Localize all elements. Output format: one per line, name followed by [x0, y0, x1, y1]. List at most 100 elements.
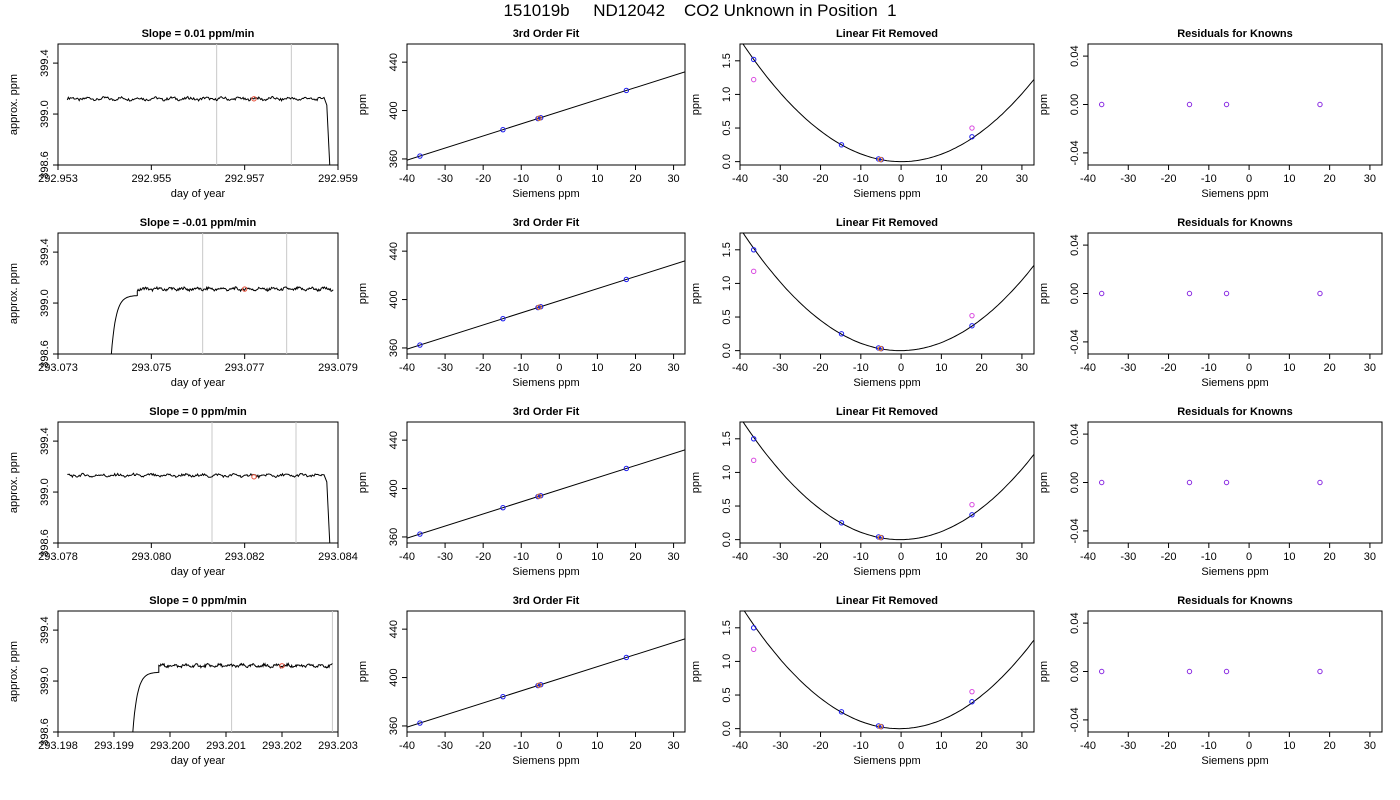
- y-axis-label: ppm: [357, 472, 369, 493]
- y-tick-label: 1.5: [721, 431, 733, 446]
- y-tick-label: 0.0: [721, 343, 733, 358]
- x-tick-label: -30: [1120, 362, 1136, 374]
- x-tick-label: 293.080: [131, 551, 171, 563]
- y-tick-label: 0.5: [721, 687, 733, 702]
- y-axis-label: approx. ppm: [8, 263, 20, 324]
- x-axis-label: Siemens ppm: [1201, 377, 1268, 389]
- concentration-trace: [110, 285, 334, 354]
- x-tick-label: 30: [1016, 551, 1028, 563]
- x-tick-label: -40: [399, 551, 415, 563]
- y-axis-label: ppm: [357, 94, 369, 115]
- standard-point: [750, 247, 757, 253]
- y-tick-label: 0.0: [721, 532, 733, 547]
- chart-panel-r4-c3: Linear Fit Removed -40 -30 -20 -10 0 10 20 30 0.0…: [690, 595, 1035, 767]
- chart-title: Residuals for Knowns: [1177, 406, 1293, 418]
- y-tick-label: 1.5: [721, 242, 733, 257]
- plot-frame: [406, 43, 686, 166]
- y-tick-label: 399.4: [39, 616, 51, 644]
- plot-area: [1098, 101, 1323, 108]
- x-tick-label: -20: [475, 362, 491, 374]
- plot-area: [742, 44, 1034, 163]
- plot-area: [742, 422, 1034, 541]
- x-tick-label: 10: [935, 173, 947, 185]
- residual-point: [1317, 290, 1323, 297]
- x-tick-label: -30: [1120, 551, 1136, 563]
- x-tick-label: 293.200: [150, 740, 190, 752]
- x-tick-label: -10: [1201, 740, 1217, 752]
- chart-title: Linear Fit Removed: [836, 595, 938, 607]
- x-tick-label: 10: [935, 740, 947, 752]
- unknown-point: [877, 156, 884, 163]
- y-tick-label: 399.4: [39, 49, 51, 77]
- y-axis-label: ppm: [690, 94, 702, 115]
- plot-area: [742, 233, 1034, 352]
- x-tick-label: 293.082: [225, 551, 265, 563]
- fit-line: [407, 260, 685, 350]
- known-point: [969, 125, 975, 131]
- residual-point: [1223, 479, 1230, 486]
- y-tick-label: 0.04: [1069, 45, 1081, 66]
- x-tick-label: 0: [556, 551, 562, 563]
- x-tick-label: -10: [853, 740, 869, 752]
- y-tick-label: 399.0: [39, 289, 51, 317]
- residual-point: [1098, 290, 1105, 297]
- x-axis-label: day of year: [171, 377, 226, 389]
- plot-frame: [57, 43, 339, 166]
- x-tick-label: -20: [813, 740, 829, 752]
- y-tick-label: -0.04: [1069, 140, 1081, 165]
- chart-panel-r2-c1: Slope = -0.01 ppm/min 293.073 293.075 293.0…: [8, 217, 358, 389]
- plot-frame: [1087, 421, 1383, 544]
- x-tick-label: 0: [556, 362, 562, 374]
- y-tick-label: 400: [388, 101, 400, 119]
- x-axis-label: Siemens ppm: [853, 377, 920, 389]
- x-tick-label: 10: [1283, 740, 1295, 752]
- y-tick-label: 1.0: [721, 465, 733, 480]
- standard-point: [623, 87, 630, 94]
- plot-area: [1098, 290, 1323, 297]
- y-tick-label: 1.0: [721, 654, 733, 669]
- chart-title: 3rd Order Fit: [513, 28, 580, 40]
- chart-title: 3rd Order Fit: [513, 595, 580, 607]
- chart-title: Slope = 0 ppm/min: [149, 595, 247, 607]
- y-axis-label: ppm: [357, 661, 369, 682]
- x-tick-label: 20: [629, 551, 641, 563]
- y-tick-label: 0.5: [721, 498, 733, 513]
- x-tick-label: 293.077: [225, 362, 265, 374]
- x-tick-label: -30: [1120, 173, 1136, 185]
- known-point: [750, 76, 757, 83]
- y-tick-label: 1.0: [721, 87, 733, 102]
- y-axis-label: ppm: [1038, 94, 1050, 115]
- x-tick-label: -40: [1080, 173, 1096, 185]
- chart-title: 3rd Order Fit: [513, 217, 580, 229]
- unknown-point: [536, 304, 542, 310]
- x-axis-label: day of year: [171, 755, 226, 767]
- plot-frame: [1087, 232, 1383, 355]
- unknown-point: [877, 534, 884, 541]
- x-tick-label: 0: [898, 740, 904, 752]
- chart-panel-r1-c1: Slope = 0.01 ppm/min 292.953 292.955 292.95…: [8, 28, 358, 200]
- x-axis-label: Siemens ppm: [853, 755, 920, 767]
- y-tick-label: 0.5: [721, 309, 733, 324]
- x-tick-label: -40: [732, 740, 748, 752]
- x-tick-label: -40: [399, 740, 415, 752]
- known-point: [969, 688, 975, 695]
- plot-area: [407, 71, 685, 161]
- x-tick-label: 0: [1246, 362, 1252, 374]
- x-tick-label: 293.199: [94, 740, 134, 752]
- y-axis-label: ppm: [1038, 472, 1050, 493]
- chart-title: Residuals for Knowns: [1177, 28, 1293, 40]
- selected-point: [241, 286, 248, 292]
- x-tick-label: -40: [399, 362, 415, 374]
- x-tick-label: 30: [1364, 173, 1376, 185]
- chart-panel-r1-c3: Linear Fit Removed -40 -30 -20 -10 0 10 20 30 0.0…: [690, 28, 1035, 200]
- x-tick-label: 20: [976, 551, 988, 563]
- chart-panel-r2-c2: 3rd Order Fit -40 -30 -20 -10 0 10 20 30 360 400 44…: [357, 217, 686, 389]
- y-axis-label: ppm: [690, 472, 702, 493]
- chart-title: Slope = 0.01 ppm/min: [142, 28, 255, 40]
- x-tick-label: -20: [475, 173, 491, 185]
- standard-point: [500, 315, 506, 322]
- y-axis-label: approx. ppm: [8, 641, 20, 702]
- x-tick-label: 10: [1283, 362, 1295, 374]
- y-tick-label: 0.04: [1069, 423, 1081, 444]
